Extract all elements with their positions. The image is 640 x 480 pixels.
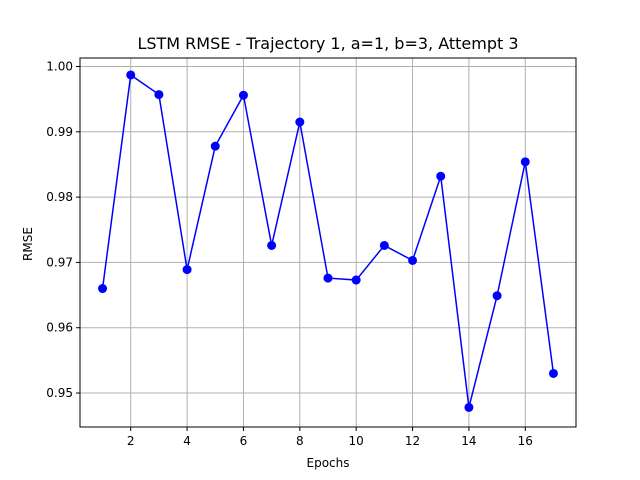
data-point [351, 275, 361, 285]
data-point [408, 255, 418, 265]
data-point [98, 284, 108, 294]
x-tick-label: 16 [518, 434, 533, 448]
data-point [182, 265, 192, 275]
plot-area [80, 58, 576, 427]
series-group [98, 70, 558, 412]
data-point [154, 90, 164, 100]
data-point [323, 273, 333, 283]
x-axis-label: Epochs [307, 456, 350, 470]
data-point [210, 141, 220, 151]
x-tick-label: 10 [349, 434, 364, 448]
x-tick-label: 4 [183, 434, 191, 448]
y-tick-label: 0.95 [46, 386, 73, 400]
data-point [464, 402, 474, 412]
x-tick-label: 2 [127, 434, 135, 448]
y-axis-ticks: 0.95 0.96 0.97 0.98 0.99 1.00 [46, 59, 80, 400]
data-point [548, 368, 558, 378]
y-tick-label: 0.98 [46, 190, 73, 204]
data-point [126, 70, 136, 80]
data-point [492, 291, 502, 301]
plot-frame [79, 57, 577, 428]
y-tick-label: 0.96 [46, 321, 73, 335]
x-axis-ticks: 2 4 6 8 10 12 14 16 [127, 427, 533, 448]
x-tick-label: 8 [296, 434, 304, 448]
x-tick-label: 14 [461, 434, 476, 448]
x-tick-label: 12 [405, 434, 420, 448]
data-point [295, 117, 305, 127]
chart-title: LSTM RMSE - Trajectory 1, a=1, b=3, Atte… [137, 34, 518, 53]
y-gridlines [80, 65, 576, 394]
data-point [520, 157, 530, 167]
data-point [238, 90, 248, 100]
y-axis-label: RMSE [21, 227, 35, 261]
y-tick-label: 0.97 [46, 255, 73, 269]
y-tick-label: 0.99 [46, 125, 73, 139]
data-point [267, 240, 277, 250]
data-point [436, 171, 446, 181]
x-tick-label: 6 [240, 434, 248, 448]
data-point [379, 240, 389, 250]
y-tick-label: 1.00 [46, 59, 73, 73]
